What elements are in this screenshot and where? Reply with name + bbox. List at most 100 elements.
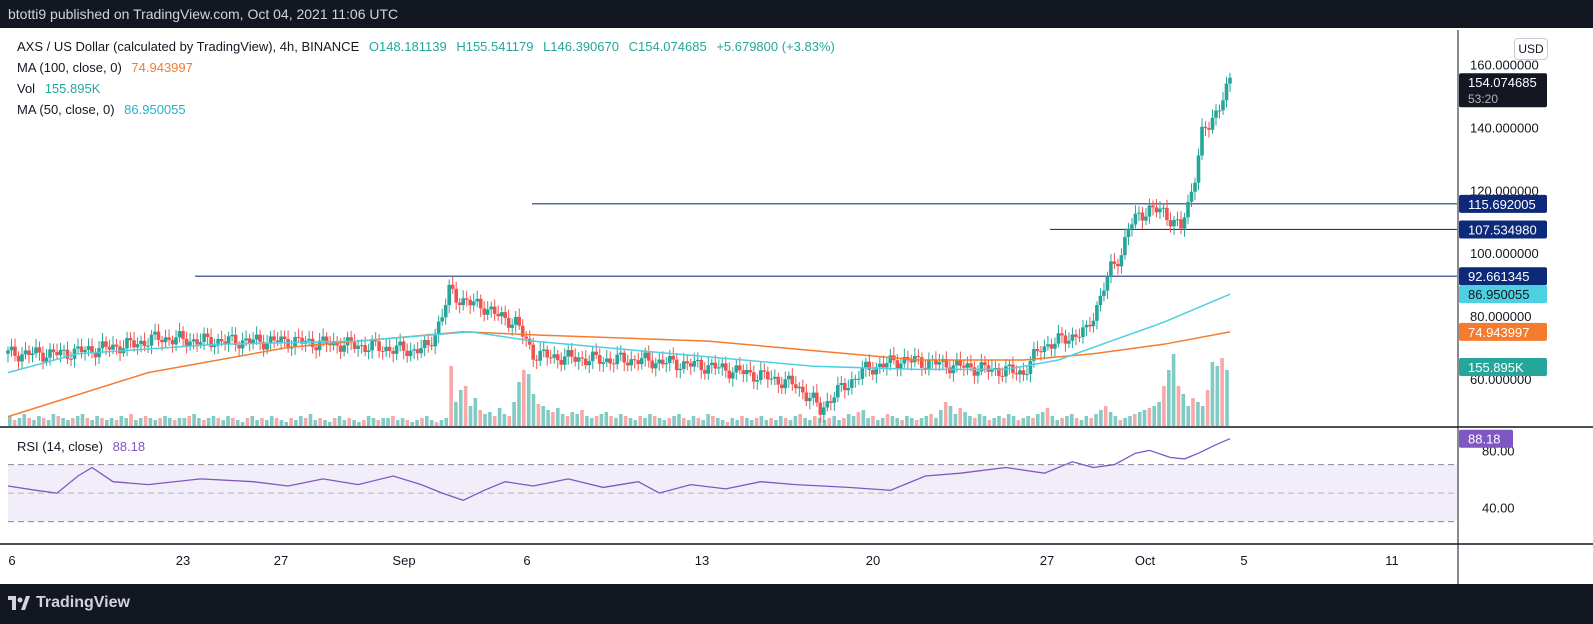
candle-body xyxy=(1175,219,1180,221)
volume-bar xyxy=(153,420,158,426)
candle-body xyxy=(83,350,87,353)
currency-button[interactable]: USD xyxy=(1514,38,1548,60)
candle-body xyxy=(142,340,147,347)
volume-bar xyxy=(968,416,972,426)
volume-bar xyxy=(216,418,221,426)
candle-body xyxy=(30,353,35,356)
tradingview-logo[interactable]: TradingView xyxy=(8,594,130,612)
time-axis-tick: Oct xyxy=(1135,553,1156,568)
candle-body xyxy=(1077,336,1082,338)
candle-body xyxy=(1021,370,1026,375)
volume-bar xyxy=(1002,418,1006,426)
candle-body xyxy=(16,355,21,362)
candle-body xyxy=(811,392,816,398)
volume-bar xyxy=(362,420,366,426)
volume-bar xyxy=(1205,390,1210,426)
legend-close: C154.074685 xyxy=(628,39,707,54)
candle-body xyxy=(643,352,647,359)
price-tag-box xyxy=(1459,220,1547,239)
volume-bar xyxy=(677,414,681,426)
candle-body xyxy=(1193,182,1197,192)
candle-body xyxy=(636,360,640,365)
volume-bar xyxy=(90,420,94,426)
volume-bar xyxy=(439,420,444,426)
candle-body xyxy=(615,354,619,365)
volume-bar xyxy=(1225,370,1229,426)
price-tag-label: 92.661345 xyxy=(1468,269,1529,284)
volume-bar xyxy=(963,412,967,426)
volume-bar xyxy=(502,414,507,426)
candle-body xyxy=(776,376,781,385)
candle-body xyxy=(352,342,357,349)
volume-bar xyxy=(143,416,148,426)
volume-bar xyxy=(274,418,279,426)
candle-body xyxy=(1102,290,1106,296)
candle-body xyxy=(443,305,448,318)
footer-bar: TradingView xyxy=(0,584,1593,624)
price-tag-label: 155.895K xyxy=(1468,360,1524,375)
volume-bar xyxy=(1084,416,1089,426)
volume-bar xyxy=(245,418,250,426)
volume-bar xyxy=(914,420,919,426)
candle-body xyxy=(541,349,546,351)
candle-body xyxy=(146,345,150,347)
candle-body xyxy=(394,345,399,354)
volume-bar xyxy=(657,418,662,426)
candle-body xyxy=(517,316,521,326)
candle-body xyxy=(871,370,875,375)
candle-body xyxy=(58,349,63,356)
candle-body xyxy=(408,350,413,357)
candle-body xyxy=(1151,205,1155,208)
volume-bar xyxy=(958,408,962,426)
volume-bar xyxy=(148,418,153,426)
candle-body xyxy=(419,348,423,354)
candle-body xyxy=(1130,224,1134,229)
candle-body xyxy=(920,357,924,368)
candle-body xyxy=(13,346,17,356)
candle-body xyxy=(496,313,500,317)
candle-body xyxy=(1084,324,1089,328)
legend-ma50: MA (50, close, 0) 86.950055 xyxy=(17,102,192,117)
volume-bar xyxy=(1099,410,1103,426)
candle-body xyxy=(90,346,94,353)
candle-body xyxy=(268,336,273,344)
volume-bar xyxy=(1113,416,1118,426)
candle-body xyxy=(9,346,14,351)
candle-body xyxy=(1217,110,1222,112)
volume-bar xyxy=(638,416,642,426)
candle-body xyxy=(1200,126,1204,156)
candle-body xyxy=(748,370,753,373)
candle-body xyxy=(503,312,507,318)
volume-bar xyxy=(192,414,196,426)
candle-body xyxy=(342,345,346,352)
price-tag-label: 107.534980 xyxy=(1468,222,1537,237)
volume-bar xyxy=(1157,402,1161,426)
candle-body xyxy=(969,363,973,368)
candle-body xyxy=(286,339,290,349)
candle-body xyxy=(1147,205,1152,217)
candle-body xyxy=(745,370,749,375)
candle-body xyxy=(111,344,115,350)
volume-bar xyxy=(701,420,705,426)
candle-body xyxy=(1025,374,1029,375)
chart-panel[interactable] xyxy=(0,28,1593,584)
volume-bar xyxy=(80,414,85,426)
candle-body xyxy=(895,360,900,369)
candle-body xyxy=(1053,343,1057,349)
volume-bar xyxy=(948,406,953,426)
volume-bar xyxy=(289,418,293,426)
candle-body xyxy=(296,337,301,338)
candle-body xyxy=(874,367,879,375)
volume-bar xyxy=(871,416,875,426)
candle-body xyxy=(769,378,774,380)
volume-bar xyxy=(366,416,371,426)
candle-body xyxy=(251,339,255,343)
candle-body xyxy=(212,345,217,348)
candle-body xyxy=(377,341,381,351)
volume-bar xyxy=(880,418,885,426)
time-axis-tick: 27 xyxy=(274,553,288,568)
volume-bar xyxy=(284,422,288,426)
volume-bar xyxy=(478,410,482,426)
volume-bar xyxy=(342,420,347,426)
